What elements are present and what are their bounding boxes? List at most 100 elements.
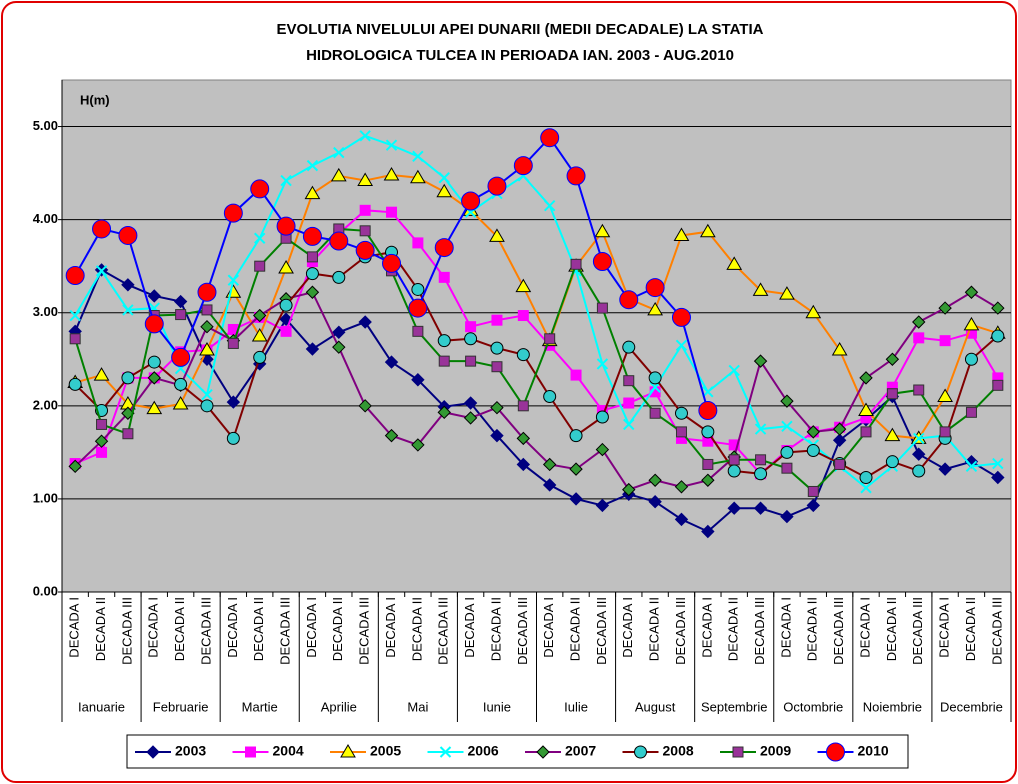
marker — [964, 285, 979, 299]
marker — [992, 457, 1004, 470]
legend-marker — [536, 745, 550, 759]
marker — [329, 231, 349, 251]
x-tick-label: DECADA I — [304, 597, 319, 658]
legend-marker — [439, 746, 452, 758]
month-label: August — [635, 699, 676, 714]
marker-stroke — [675, 339, 688, 352]
marker — [278, 260, 294, 274]
marker — [570, 369, 582, 381]
marker — [912, 315, 926, 329]
marker — [859, 371, 873, 385]
month-label: Septembrie — [701, 699, 767, 714]
y-tick-label: 5.00 — [33, 118, 58, 133]
legend-label: 2008 — [663, 743, 694, 759]
marker — [305, 285, 320, 299]
x-tick-label: DECADA II — [567, 597, 582, 661]
marker — [306, 251, 318, 263]
marker — [438, 172, 450, 184]
marker — [834, 458, 846, 470]
marker — [755, 454, 767, 466]
marker — [437, 334, 451, 348]
series-line — [74, 268, 999, 533]
marker — [438, 355, 450, 367]
marker — [913, 332, 925, 344]
x-tick-label: DECADA II — [172, 597, 187, 661]
marker — [991, 301, 1005, 315]
marker — [885, 352, 900, 366]
marker-stroke — [359, 130, 371, 142]
marker — [727, 501, 741, 515]
marker — [727, 464, 741, 478]
marker — [937, 388, 953, 403]
marker — [200, 319, 214, 334]
marker — [831, 341, 848, 356]
marker — [254, 260, 266, 272]
marker — [913, 384, 925, 396]
marker — [859, 470, 873, 484]
marker — [594, 223, 611, 238]
marker — [332, 340, 346, 354]
y-axis-label: H(m) — [80, 92, 110, 107]
marker — [408, 298, 428, 318]
legend-label: 2004 — [273, 743, 304, 759]
x-tick-label: DECADA I — [857, 597, 872, 658]
marker — [121, 278, 135, 292]
x-tick-label: DECADA I — [699, 597, 714, 658]
marker — [358, 399, 372, 413]
marker — [542, 478, 557, 492]
marker — [412, 150, 424, 163]
marker-stroke — [438, 172, 450, 184]
marker — [596, 358, 609, 370]
marker — [490, 428, 504, 443]
marker — [648, 494, 662, 509]
marker — [172, 395, 189, 410]
marker — [674, 406, 688, 420]
legend-marker — [634, 745, 647, 759]
marker — [781, 462, 793, 474]
marker — [517, 400, 529, 412]
marker — [226, 431, 240, 445]
legend-marker — [245, 746, 256, 758]
marker — [702, 458, 714, 470]
marker — [516, 457, 531, 472]
marker — [359, 225, 371, 237]
marker-stroke — [95, 265, 108, 277]
marker — [412, 237, 424, 249]
x-tick-label: DECADA II — [726, 597, 741, 661]
marker — [728, 454, 740, 466]
marker — [253, 350, 267, 364]
marker — [223, 203, 243, 223]
marker — [806, 425, 820, 439]
y-tick-label: 4.00 — [33, 211, 58, 226]
x-tick-label: DECADA III — [673, 597, 688, 665]
marker — [912, 447, 926, 461]
marker — [95, 265, 108, 277]
marker — [570, 258, 582, 270]
x-tick-label: DECADA I — [383, 597, 398, 658]
marker — [886, 388, 898, 400]
marker — [648, 473, 662, 487]
y-tick-label: 3.00 — [33, 304, 58, 319]
marker — [780, 445, 794, 459]
marker-stroke — [306, 159, 319, 172]
marker — [860, 482, 872, 494]
marker — [963, 316, 980, 331]
marker — [487, 176, 507, 196]
marker — [201, 388, 213, 401]
x-tick-label: DECADA I — [541, 597, 556, 658]
marker — [860, 426, 872, 438]
marker — [173, 294, 188, 309]
legend-label: 2010 — [858, 743, 889, 759]
marker — [938, 301, 952, 315]
legend-label: 2007 — [565, 743, 596, 759]
marker — [302, 226, 322, 246]
marker — [780, 394, 794, 408]
marker — [118, 225, 138, 245]
marker — [382, 253, 402, 273]
marker — [411, 438, 425, 452]
marker — [832, 433, 847, 447]
marker — [674, 512, 689, 527]
marker — [516, 431, 531, 446]
marker — [701, 425, 715, 439]
